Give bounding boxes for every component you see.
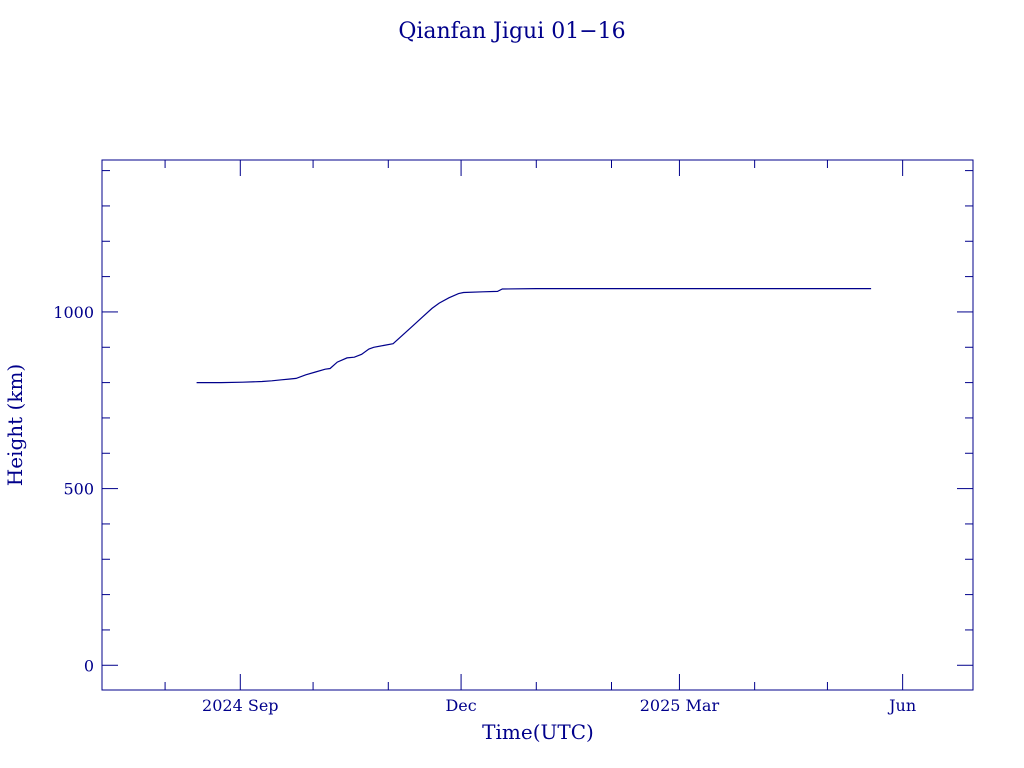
x-tick-label: 2024 Sep — [202, 696, 278, 715]
y-tick-label: 1000 — [53, 303, 94, 322]
tick-labels: 0 500 1000 2024 Sep Dec 2025 Mar Jun — [53, 303, 916, 715]
x-tick-label: 2025 Mar — [640, 696, 720, 715]
axis-ticks — [102, 160, 973, 690]
x-tick-label: Jun — [887, 696, 916, 715]
series-line-height — [196, 288, 872, 384]
y-tick-label: 500 — [63, 480, 94, 499]
y-axis-label: Height (km) — [3, 364, 27, 486]
x-axis-label: Time(UTC) — [482, 720, 594, 744]
plot-frame — [101, 159, 974, 691]
chart-title: Qianfan Jigui 01−16 — [398, 19, 625, 44]
x-tick-label: Dec — [445, 696, 476, 715]
y-tick-label: 0 — [84, 656, 94, 675]
